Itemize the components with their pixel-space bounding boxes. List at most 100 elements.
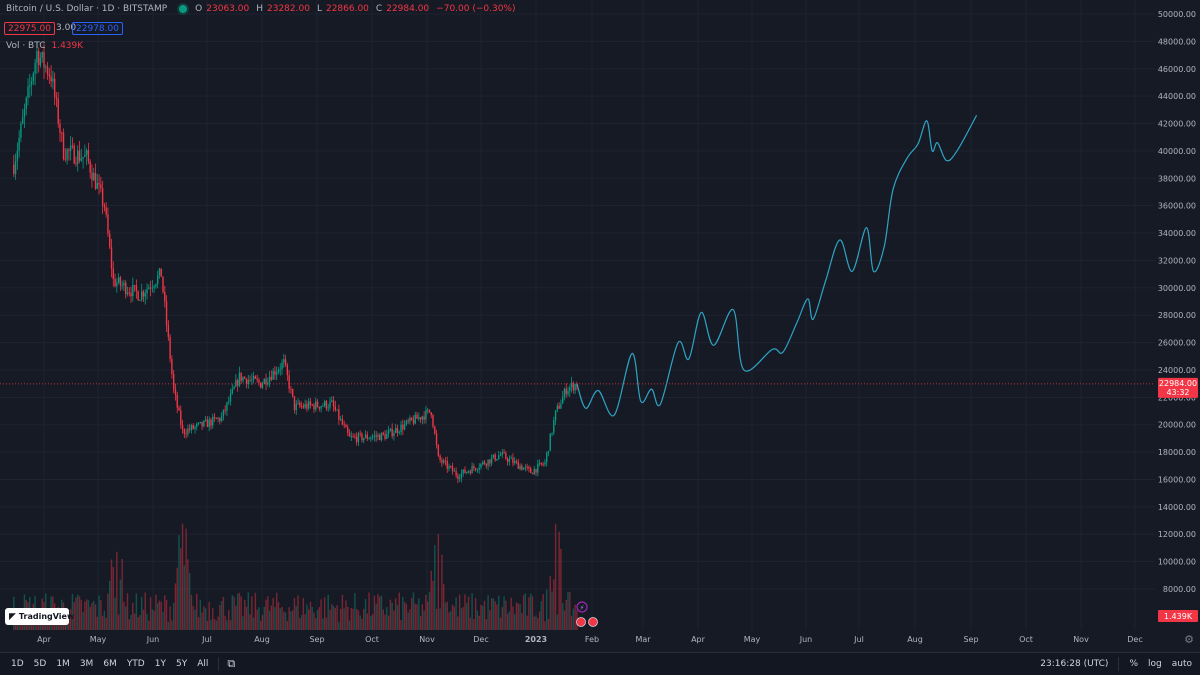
candle-body: [363, 437, 365, 441]
candle-body: [125, 282, 127, 295]
candle-body: [297, 402, 299, 404]
timeframe-1d-button[interactable]: 1D: [11, 659, 24, 669]
volume-bar: [375, 603, 377, 630]
tradingview-logo[interactable]: ◤ TradingView: [5, 608, 74, 625]
volume-bar: [545, 589, 548, 630]
ask-price-button[interactable]: 22978.00: [72, 22, 123, 35]
volume-bar: [101, 615, 104, 630]
candle-body: [71, 145, 74, 147]
candle-body: [206, 419, 209, 428]
volume-bar: [551, 591, 553, 630]
candle-body: [196, 423, 198, 427]
settings-gear-icon[interactable]: ⚙: [1184, 633, 1194, 646]
tradingview-logo-icon: ◤: [9, 611, 16, 622]
timeframe-1m-button[interactable]: 1M: [56, 659, 70, 669]
candle-body: [174, 388, 177, 395]
volume-bar: [441, 554, 443, 630]
price-tick-label: 32000.00: [1158, 256, 1196, 265]
volume-bar: [77, 594, 79, 630]
auto-scale-toggle[interactable]: auto: [1171, 659, 1192, 669]
volume-bar: [283, 611, 285, 630]
candle-body: [291, 388, 294, 397]
timeframe-3m-button[interactable]: 3M: [79, 659, 94, 669]
volume-legend[interactable]: Vol · BTC 1.439K: [6, 41, 83, 51]
timeframe-5y-button[interactable]: 5Y: [175, 659, 188, 669]
price-axis: 50000.00 48000.00 46000.00 44000.00 42000.00…: [1158, 10, 1196, 594]
candle-body: [338, 409, 340, 420]
volume-bar: [359, 615, 361, 630]
candle-body: [23, 109, 26, 118]
volume-bar: [306, 604, 308, 630]
date-range-icon[interactable]: ⧉: [227, 657, 236, 670]
candle-body: [379, 434, 381, 441]
time-tick-label: Jul: [853, 635, 864, 644]
volume-bar: [93, 600, 95, 630]
volume-bar: [396, 604, 399, 630]
volume-bar: [299, 618, 301, 630]
candle-body: [410, 417, 413, 420]
candle-body: [311, 404, 313, 406]
volume-bar: [172, 602, 175, 630]
candle-body: [345, 425, 347, 428]
volume-bar: [519, 604, 521, 630]
candle-body: [192, 425, 194, 429]
volume-bar: [320, 599, 322, 630]
volume-bar: [254, 592, 257, 630]
candle-body: [293, 396, 296, 411]
candle-body: [442, 460, 445, 463]
volume-bar: [114, 597, 116, 630]
volume-bar: [231, 595, 233, 630]
volume-bar: [94, 604, 97, 630]
volume-bar: [437, 533, 440, 630]
candle-body: [512, 457, 514, 464]
candle-body: [300, 405, 303, 407]
bid-price-button[interactable]: 22975.00: [4, 22, 55, 35]
timeframe-6m-button[interactable]: 6M: [103, 659, 117, 669]
candle-body: [375, 435, 377, 437]
volume-bar: [482, 605, 484, 630]
volume-bar: [514, 613, 516, 630]
candle-body: [212, 416, 214, 426]
volume-bar: [98, 595, 100, 630]
time-tick-label: Oct: [365, 635, 379, 644]
timeframe-all-button[interactable]: All: [197, 659, 209, 669]
volume-bar: [444, 602, 447, 630]
volume-bar: [149, 597, 152, 630]
candle-body: [490, 457, 493, 464]
candle-body: [247, 380, 249, 385]
volume-bar: [192, 605, 194, 630]
volume-bar: [201, 612, 203, 630]
candle-body: [560, 403, 562, 409]
timeframe-1y-button[interactable]: 1Y: [154, 659, 166, 669]
candle-body: [29, 85, 31, 87]
volume-bar: [574, 604, 576, 630]
volume-bar: [171, 620, 173, 630]
candle-body: [302, 406, 305, 408]
candle-body: [73, 145, 75, 164]
percent-scale-toggle[interactable]: %: [1129, 659, 1138, 669]
volume-bar: [315, 618, 317, 630]
volume-bar: [395, 598, 397, 630]
candle-body: [503, 452, 505, 454]
timeframe-ytd-button[interactable]: YTD: [126, 659, 145, 669]
utc-clock[interactable]: 23:16:28 (UTC): [1040, 659, 1109, 669]
volume-bar: [137, 617, 139, 630]
volume-bar: [121, 559, 123, 630]
price-tick-label: 20000.00: [1158, 421, 1196, 430]
candle-body: [393, 433, 395, 437]
timeframe-5d-button[interactable]: 5D: [33, 659, 47, 669]
candle-body: [565, 388, 567, 395]
candle-body: [521, 465, 523, 470]
log-scale-toggle[interactable]: log: [1148, 659, 1162, 669]
volume-bar: [419, 616, 422, 630]
symbol-title[interactable]: Bitcoin / U.S. Dollar · 1D · BITSTAMP: [6, 4, 168, 14]
price-tick-label: 26000.00: [1158, 339, 1196, 348]
candle-body: [146, 288, 148, 294]
time-tick-label: Sep: [309, 635, 324, 644]
candle-body: [240, 372, 242, 381]
volume-bar: [506, 613, 509, 630]
candle-body: [172, 373, 175, 389]
volume-bar: [142, 609, 145, 630]
